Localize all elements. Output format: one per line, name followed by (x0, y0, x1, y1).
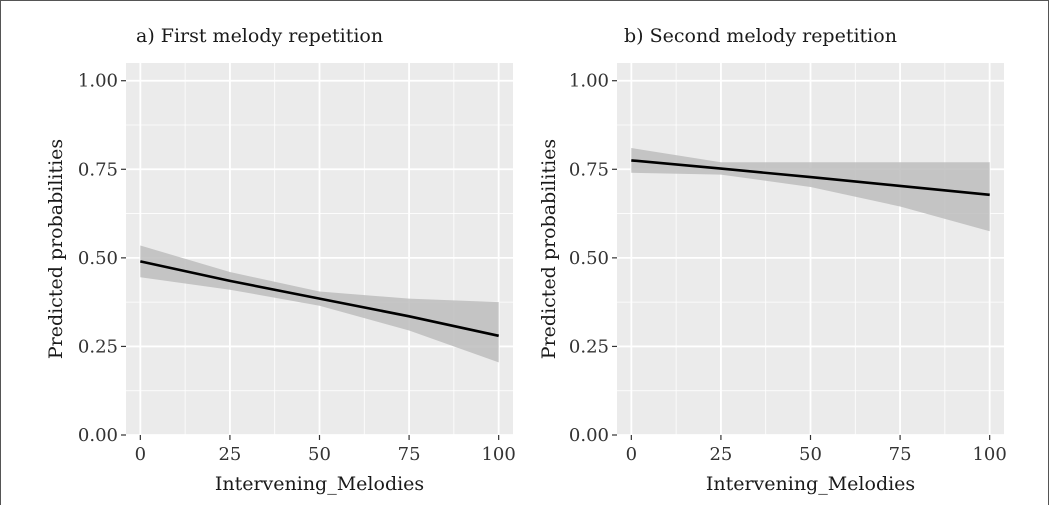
x-axis-title: Intervening_Melodies (706, 473, 915, 495)
x-tick-label: 100 (972, 444, 1006, 465)
fitted-line (140, 260, 499, 338)
panel-b: 0.00 0.25 0.50 0.75 1.00 0 25 50 75 100 b) Second … (538, 25, 1007, 495)
fitted-line (631, 159, 990, 197)
y-tick-label: 0.75 (78, 159, 118, 180)
x-tick-label: 100 (481, 444, 515, 465)
y-tick-label: 0.25 (569, 336, 609, 357)
x-tick-label: 50 (308, 444, 331, 465)
x-tick-label: 25 (218, 444, 241, 465)
y-tick-label: 0.00 (569, 425, 609, 446)
x-tick-label: 0 (135, 444, 146, 465)
panel-a: 0.00 0.25 0.50 0.75 1.00 0 25 50 75 100 a) First m… (45, 25, 516, 495)
y-tick-label: 0.25 (78, 336, 118, 357)
panel-title: b) Second melody repetition (624, 25, 897, 47)
x-tick-label: 0 (626, 444, 637, 465)
y-tick-label: 0.50 (569, 248, 609, 269)
confidence-ribbon (140, 245, 499, 363)
y-axis-title: Predicted probabilities (538, 139, 560, 359)
panel-title: a) First melody repetition (136, 25, 383, 47)
y-tick-label: 1.00 (569, 71, 609, 92)
y-tick-label: 0.75 (569, 159, 609, 180)
y-tick-label: 0.50 (78, 248, 118, 269)
y-axis-title: Predicted probabilities (45, 139, 67, 359)
x-tick-label: 50 (799, 444, 822, 465)
x-tick-label: 75 (398, 444, 421, 465)
y-tick-label: 0.00 (78, 425, 118, 446)
x-axis-title: Intervening_Melodies (215, 473, 424, 495)
x-tick-label: 25 (709, 444, 732, 465)
y-tick-label: 1.00 (78, 71, 118, 92)
x-tick-label: 75 (889, 444, 912, 465)
